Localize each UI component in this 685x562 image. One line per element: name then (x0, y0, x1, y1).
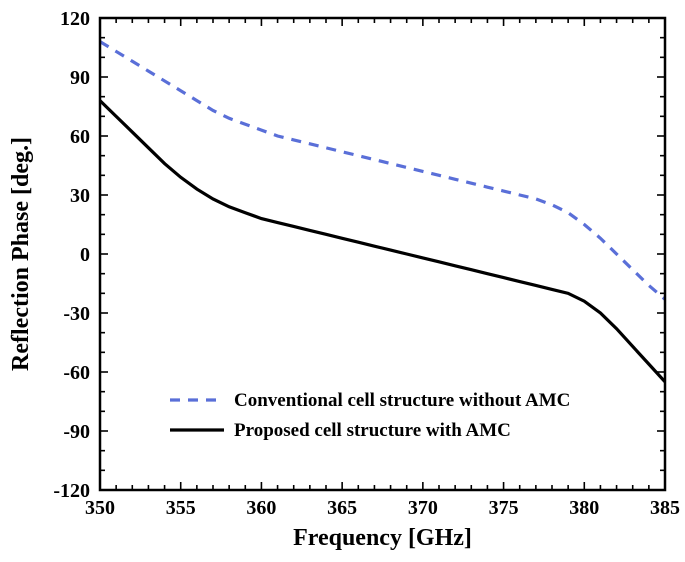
y-tick-label: 60 (70, 126, 90, 148)
x-tick-label: 365 (327, 497, 357, 519)
y-tick-label: -120 (53, 480, 90, 502)
y-tick-label: -30 (63, 303, 90, 325)
y-tick-label: 120 (60, 8, 90, 30)
x-tick-label: 360 (246, 497, 276, 519)
legend-label-proposed: Proposed cell structure with AMC (234, 420, 511, 441)
x-tick-label: 385 (650, 497, 680, 519)
reflection-phase-chart: 350355360365370375380385-120-90-60-30030… (0, 0, 685, 562)
chart-container: 350355360365370375380385-120-90-60-30030… (0, 0, 685, 562)
x-tick-label: 355 (166, 497, 196, 519)
x-tick-label: 375 (489, 497, 519, 519)
x-tick-label: 370 (408, 497, 438, 519)
y-tick-label: -60 (63, 362, 90, 384)
y-tick-label: 30 (70, 185, 90, 207)
y-tick-label: 0 (80, 244, 90, 266)
x-axis-label: Frequency [GHz] (293, 525, 472, 551)
y-tick-label: 90 (70, 67, 90, 89)
y-axis-label: Reflection Phase [deg.] (8, 137, 34, 371)
x-tick-label: 380 (569, 497, 599, 519)
legend-label-conventional: Conventional cell structure without AMC (234, 390, 570, 411)
y-tick-label: -90 (63, 421, 90, 443)
